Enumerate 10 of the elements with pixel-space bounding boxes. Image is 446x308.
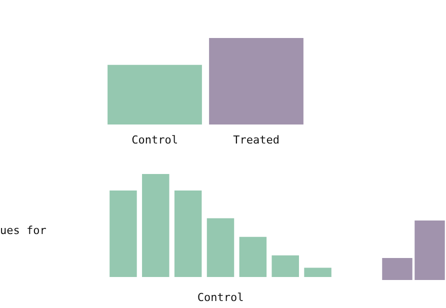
bar bbox=[206, 218, 234, 277]
bar bbox=[110, 190, 137, 277]
bar bbox=[304, 268, 332, 277]
text: ues for bbox=[0, 224, 47, 237]
x-axis-title: Control bbox=[197, 291, 244, 304]
x-tick-label: Treated bbox=[233, 134, 280, 146]
bar bbox=[272, 255, 299, 277]
bar bbox=[142, 174, 170, 277]
bar bbox=[174, 190, 202, 277]
bar bbox=[239, 236, 267, 277]
